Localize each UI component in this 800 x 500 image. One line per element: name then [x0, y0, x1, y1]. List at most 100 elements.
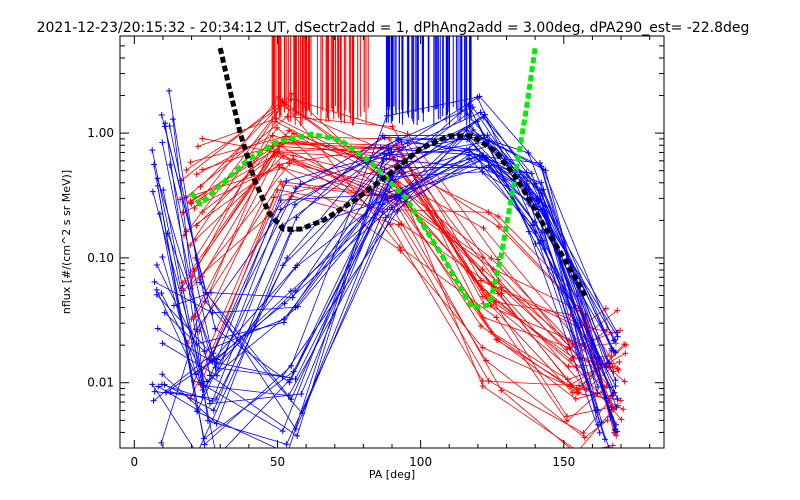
data-point	[210, 407, 217, 414]
series-line	[186, 143, 608, 359]
data-point	[159, 254, 166, 261]
data-point	[292, 304, 299, 311]
data-point	[478, 283, 485, 290]
data-point	[477, 109, 484, 116]
data-point	[199, 135, 206, 142]
data-point	[400, 144, 407, 151]
data-point	[286, 376, 293, 383]
data-point	[614, 333, 621, 340]
data-point	[383, 155, 390, 162]
data-point	[385, 145, 392, 152]
y-axis-label: nflux [#/(cm^2 s sr MeV)]	[60, 170, 73, 314]
data-point	[154, 325, 161, 332]
data-point	[183, 167, 190, 174]
data-point	[539, 199, 546, 206]
series-line	[194, 96, 607, 422]
data-point	[572, 395, 579, 402]
data-point	[293, 214, 300, 221]
data-point	[485, 209, 492, 216]
data-point	[199, 209, 206, 216]
data-point	[294, 432, 301, 439]
data-point	[166, 87, 173, 94]
data-point	[280, 319, 287, 326]
series-line	[183, 92, 619, 417]
data-point	[187, 199, 194, 206]
data-point	[269, 132, 276, 139]
data-point	[481, 134, 488, 141]
data-point	[542, 167, 549, 174]
data-point	[575, 389, 582, 396]
data-point	[536, 159, 543, 166]
data-point	[167, 161, 174, 168]
series-line	[191, 152, 608, 439]
data-point	[532, 240, 539, 247]
data-point	[379, 209, 386, 216]
data-point	[179, 279, 186, 286]
data-point	[612, 426, 619, 433]
red-series	[177, 36, 629, 448]
data-point	[595, 421, 602, 428]
data-point	[158, 381, 165, 388]
data-point	[149, 147, 156, 154]
data-point	[466, 122, 473, 129]
data-point	[291, 130, 298, 137]
data-point	[495, 213, 502, 220]
data-point	[193, 171, 200, 178]
data-point	[213, 372, 220, 379]
data-point	[279, 428, 286, 435]
data-point	[283, 441, 290, 448]
data-point	[150, 397, 157, 404]
series-line	[182, 195, 610, 434]
data-point	[153, 291, 160, 298]
series-line	[161, 142, 599, 437]
data-point	[276, 164, 283, 171]
data-point	[610, 389, 617, 396]
data-point	[206, 356, 213, 363]
data-point	[212, 396, 219, 403]
data-point	[479, 344, 486, 351]
data-point	[613, 432, 620, 439]
data-point	[290, 368, 297, 375]
data-point	[187, 159, 194, 166]
data-point	[294, 262, 301, 269]
data-point	[209, 397, 216, 404]
data-point	[389, 204, 396, 211]
series-line	[193, 129, 620, 380]
data-point	[194, 143, 201, 150]
data-point	[581, 434, 588, 441]
data-point	[279, 164, 286, 171]
series-line	[160, 148, 616, 443]
green-curve	[189, 47, 538, 311]
data-point	[207, 289, 214, 296]
data-point	[281, 300, 288, 307]
y-tick-label: 0.10	[87, 251, 114, 265]
data-point	[616, 358, 623, 365]
chart-title: 2021-12-23/20:15:32 - 20:34:12 UT, dSect…	[37, 20, 750, 36]
data-point	[490, 266, 497, 273]
data-point	[200, 382, 207, 389]
data-point	[386, 135, 393, 142]
data-point	[272, 118, 279, 125]
data-point	[479, 168, 486, 175]
data-point	[537, 239, 544, 246]
series-line	[201, 141, 621, 401]
data-point	[290, 152, 297, 159]
data-point	[212, 325, 219, 332]
data-point	[614, 395, 621, 402]
data-point	[485, 377, 492, 384]
data-point	[476, 93, 483, 100]
data-point	[395, 221, 402, 228]
data-point	[498, 290, 505, 297]
data-point	[594, 390, 601, 397]
data-point	[274, 124, 281, 131]
data-point	[493, 314, 500, 321]
data-point	[535, 197, 542, 204]
data-point	[563, 418, 570, 425]
data-point	[610, 337, 617, 344]
data-point	[193, 371, 200, 378]
x-tick-label: 100	[409, 455, 432, 469]
data-point	[495, 337, 502, 344]
data-point	[277, 178, 284, 185]
x-tick-label: 150	[552, 455, 575, 469]
series-line	[180, 167, 627, 390]
